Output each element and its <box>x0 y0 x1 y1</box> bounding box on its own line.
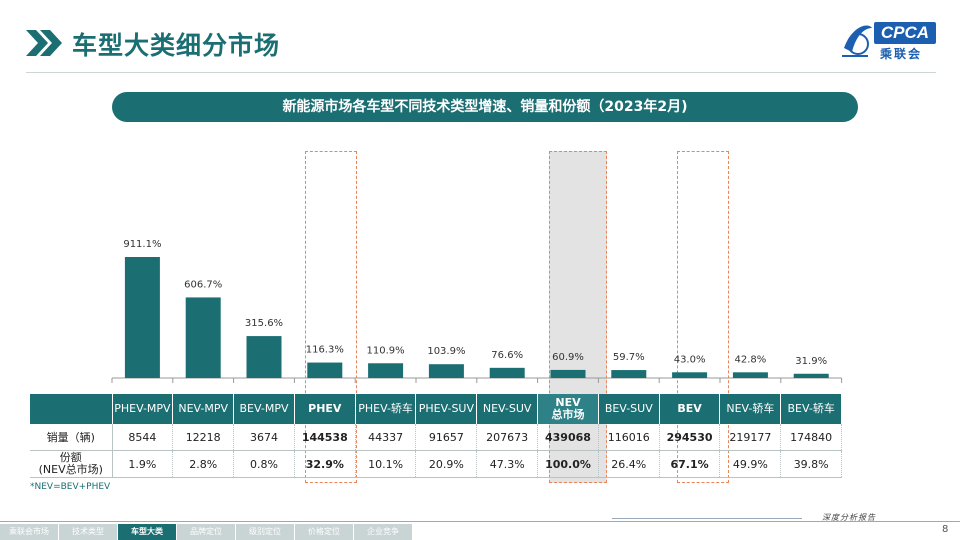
column-header: NEV-轿车 <box>719 394 782 424</box>
table-row-sales: 销量（辆) 8544 12218 3674 144538 44337 91657 20767… <box>30 424 843 451</box>
column-header: NEV-MPV <box>172 394 235 424</box>
footer-tab[interactable]: 技术类型 <box>59 524 117 540</box>
footer-tab[interactable]: 价格定位 <box>295 524 353 540</box>
table-cell: 2.8% <box>172 450 235 478</box>
highlight-bev <box>677 151 729 483</box>
bar-value-label: 315.6% <box>245 318 283 329</box>
table-cell: 207673 <box>476 424 539 451</box>
table-cell: 439068 <box>537 424 599 451</box>
bar-PHEV-MPV <box>124 257 160 378</box>
footer-nav: 乘联会市场 技术类型 车型大类 品牌定位 级别定位 价格定位 企业竞争 <box>0 524 413 540</box>
bar-NEV-MPV <box>185 297 221 378</box>
bar-BEV <box>672 372 708 378</box>
bar-NEV总市场 <box>550 369 586 378</box>
column-header: PHEV-SUV <box>415 394 478 424</box>
table-cell: 47.3% <box>476 450 539 478</box>
table-cell: 116016 <box>598 424 660 451</box>
table-cell: 67.1% <box>659 450 721 478</box>
column-header: PHEV-MPV <box>112 394 174 424</box>
footer-slogan: 深度分析报告 <box>822 513 876 522</box>
bar-value-label: 31.9% <box>795 356 827 367</box>
footer-tab[interactable]: 级别定位 <box>236 524 294 540</box>
row-label-sales: 销量（辆) <box>30 424 113 451</box>
table-row-share: 份额 (NEV总市场) 1.9% 2.8% 0.8% 32.9% 10.1% 20.9% 4… <box>30 450 843 478</box>
table-cell: 174840 <box>780 424 843 451</box>
table-corner <box>30 394 113 424</box>
table-header-row: PHEV-MPV NEV-MPV BEV-MPV PHEV PHEV-轿车 PHEV-SU… <box>30 394 843 424</box>
footer-tab[interactable]: 品牌定位 <box>177 524 235 540</box>
column-header: NEV 总市场 <box>537 394 599 424</box>
table-cell: 49.9% <box>719 450 782 478</box>
bar-value-label: 116.3% <box>306 345 344 356</box>
footer-tab[interactable]: 企业竞争 <box>354 524 412 540</box>
chart-banner: 新能源市场各车型不同技术类型增速、销量和份额（2023年2月) <box>112 92 858 122</box>
bar-value-label: 43.0% <box>674 354 706 365</box>
table-cell: 10.1% <box>355 450 417 478</box>
column-header: BEV <box>659 394 721 424</box>
bar-value-label: 110.9% <box>367 345 405 356</box>
table-cell: 26.4% <box>598 450 660 478</box>
footer-divider-right <box>612 518 802 519</box>
table-cell: 219177 <box>719 424 782 451</box>
table-cell: 8544 <box>112 424 174 451</box>
table-cell: 44337 <box>355 424 417 451</box>
table-cell: 3674 <box>233 424 295 451</box>
bar-PHEV <box>307 362 343 378</box>
bar-value-label: 60.9% <box>552 352 584 363</box>
sales-share-table: PHEV-MPV NEV-MPV BEV-MPV PHEV PHEV-轿车 PHEV-SU… <box>30 394 843 478</box>
row-label-share: 份额 (NEV总市场) <box>30 450 113 478</box>
bar-BEV-SUV <box>611 370 647 378</box>
bar-BEV-MPV <box>246 336 282 378</box>
table-cell: 12218 <box>172 424 235 451</box>
table-cell: 91657 <box>415 424 478 451</box>
bar-value-label: 911.1% <box>123 239 161 250</box>
logo-subtext: 乘联会 <box>880 47 923 61</box>
footer-divider <box>0 521 960 522</box>
title-chevron-icon <box>26 30 62 56</box>
table-cell: 100.0% <box>537 450 599 478</box>
bar-value-label: 42.8% <box>735 354 767 365</box>
bar-PHEV-轿车 <box>368 363 404 378</box>
column-header: BEV-轿车 <box>780 394 843 424</box>
table-cell: 0.8% <box>233 450 295 478</box>
bar-value-label: 76.6% <box>491 350 523 361</box>
column-header: NEV-SUV <box>476 394 539 424</box>
footer-tab[interactable]: 乘联会市场 <box>0 524 58 540</box>
page-number: 8 <box>942 524 949 535</box>
bar-NEV-轿车 <box>732 372 768 378</box>
column-header: BEV-SUV <box>598 394 660 424</box>
footnote: *NEV=BEV+PHEV <box>30 482 111 492</box>
table-cell: 39.8% <box>780 450 843 478</box>
table-cell: 1.9% <box>112 450 174 478</box>
column-header: PHEV <box>294 394 356 424</box>
bar-PHEV-SUV <box>428 364 464 378</box>
column-header: BEV-MPV <box>233 394 295 424</box>
bar-value-label: 606.7% <box>184 279 222 290</box>
bar-BEV-轿车 <box>793 373 829 378</box>
column-header: PHEV-轿车 <box>355 394 417 424</box>
table-cell: 20.9% <box>415 450 478 478</box>
footer-tab[interactable]: 车型大类 <box>118 524 176 540</box>
bar-value-label: 59.7% <box>613 352 645 363</box>
page-title: 车型大类细分市场 <box>72 31 281 60</box>
table-cell: 32.9% <box>294 450 356 478</box>
bar-NEV-SUV <box>489 367 525 378</box>
header-divider <box>26 72 936 73</box>
cpca-logo-mark-icon <box>842 25 872 57</box>
table-cell: 294530 <box>659 424 721 451</box>
highlight-phev <box>305 151 357 483</box>
bar-value-label: 103.9% <box>427 346 465 357</box>
table-cell: 144538 <box>294 424 356 451</box>
logo-text: CPCA <box>874 22 936 44</box>
